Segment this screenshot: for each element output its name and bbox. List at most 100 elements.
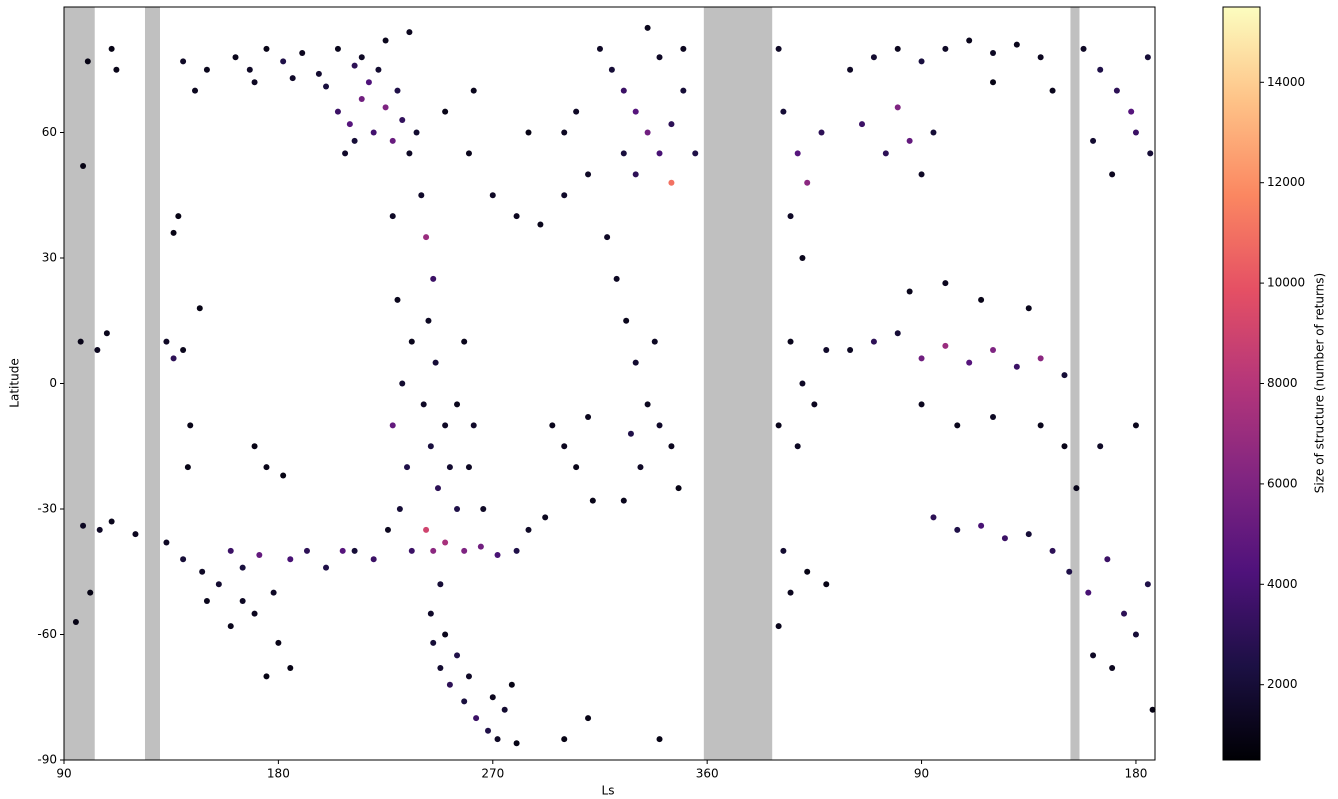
point: [644, 129, 651, 136]
point: [1049, 87, 1056, 94]
point: [251, 443, 258, 450]
point: [203, 598, 210, 605]
point: [804, 179, 811, 186]
point: [894, 104, 901, 111]
point: [454, 506, 461, 512]
point: [480, 506, 487, 512]
point: [442, 422, 449, 429]
point: [470, 422, 477, 429]
y-tick-label: 60: [42, 125, 57, 139]
x-tick-label: 270: [481, 767, 504, 781]
point: [94, 347, 101, 354]
point: [430, 275, 437, 282]
point: [489, 694, 496, 701]
colorbar-tick-label: 14000: [1267, 75, 1305, 89]
point: [203, 66, 210, 73]
point: [542, 514, 549, 521]
data-gap: [703, 7, 773, 760]
point: [775, 45, 782, 52]
point: [370, 129, 377, 136]
plot-frame: [63, 6, 1156, 761]
point: [420, 401, 427, 408]
colorbar-tick-label: 4000: [1267, 577, 1298, 591]
point: [692, 150, 699, 157]
point: [170, 355, 177, 362]
point: [489, 192, 496, 199]
point: [180, 556, 187, 563]
point: [485, 727, 492, 734]
point: [175, 213, 182, 220]
point: [289, 75, 296, 82]
point: [389, 422, 396, 429]
point: [1080, 45, 1087, 52]
point: [461, 338, 468, 345]
point: [287, 664, 294, 671]
point: [513, 213, 520, 220]
point: [351, 547, 358, 554]
point: [1109, 171, 1116, 178]
x-tick-label: 180: [1124, 767, 1147, 781]
point: [299, 50, 306, 57]
point: [427, 610, 434, 617]
point: [184, 464, 191, 471]
point: [668, 179, 675, 186]
point: [1025, 531, 1032, 538]
point: [537, 221, 544, 228]
point: [870, 54, 877, 61]
point: [780, 108, 787, 115]
point: [787, 589, 794, 596]
point: [632, 108, 639, 115]
point: [1037, 422, 1044, 429]
point: [132, 531, 139, 538]
point: [794, 443, 801, 450]
point: [399, 380, 406, 387]
point: [113, 66, 120, 73]
point: [1061, 443, 1068, 450]
point: [847, 66, 854, 73]
colorbar-tick-label: 8000: [1267, 376, 1298, 390]
point: [775, 623, 782, 630]
point: [432, 359, 439, 366]
point: [251, 79, 258, 86]
point: [668, 443, 675, 450]
point: [656, 150, 663, 157]
point: [585, 413, 592, 420]
point: [351, 62, 358, 69]
point: [573, 464, 580, 471]
point: [680, 45, 687, 52]
colorbar-tick-label: 6000: [1267, 476, 1298, 490]
point: [215, 581, 222, 588]
point: [882, 150, 889, 157]
point: [427, 443, 434, 450]
point: [163, 539, 170, 546]
point: [408, 338, 415, 345]
point: [358, 96, 365, 103]
x-tick-label: 90: [914, 767, 929, 781]
point: [1149, 706, 1156, 713]
point: [918, 58, 925, 65]
point: [418, 192, 425, 199]
point: [96, 526, 103, 533]
point: [811, 401, 818, 408]
y-tick-label: -60: [37, 627, 57, 641]
point: [894, 330, 901, 337]
point: [404, 464, 411, 471]
data-gap: [64, 7, 95, 760]
point: [437, 581, 444, 588]
point: [1132, 631, 1139, 638]
point: [251, 610, 258, 617]
point: [382, 104, 389, 111]
y-tick-label: -90: [37, 753, 57, 767]
point: [1144, 581, 1151, 588]
point: [620, 150, 627, 157]
y-tick-label: 0: [49, 376, 57, 390]
point: [787, 338, 794, 345]
point: [351, 137, 358, 144]
point: [1037, 54, 1044, 61]
point: [1001, 535, 1008, 542]
point: [632, 359, 639, 366]
point: [942, 45, 949, 52]
point: [389, 137, 396, 144]
point: [408, 547, 415, 554]
